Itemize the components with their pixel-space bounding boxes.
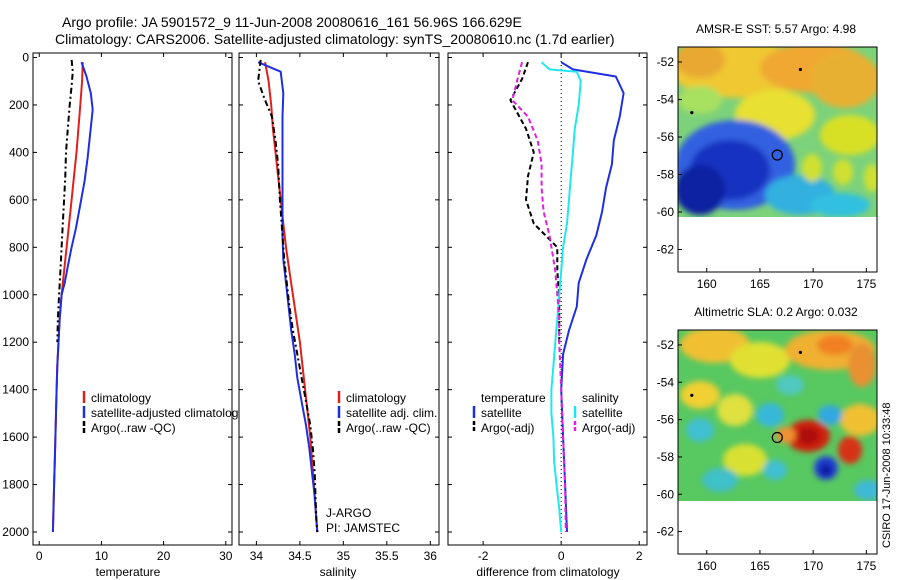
legend-label-sal-satellite: satellite: [582, 406, 623, 420]
temperature-plot-frame: [32, 52, 233, 546]
y-tick-label: -58: [657, 450, 675, 464]
argo-location-marker: [771, 431, 783, 444]
legend-group-temperature: temperature: [481, 391, 546, 405]
difference-legend: temperature satellite Argo(-adj) salinit…: [472, 391, 635, 435]
y-tick-label: -52: [657, 338, 675, 352]
x-tick-label: 160: [697, 559, 717, 573]
sla-map-land-gap: [678, 501, 877, 554]
legend-label-climatology: climatology: [346, 391, 406, 405]
x-tick-label: 170: [803, 277, 823, 291]
legend-group-salinity: salinity: [582, 391, 619, 405]
salinity-panel: 34 34.5 35 35.5 36 salinity climatology sate…: [238, 52, 440, 579]
x-tick-label: 165: [750, 277, 770, 291]
series-line-temperature-argo-adj: [509, 61, 561, 343]
y-tick-label: -54: [657, 93, 675, 107]
y-tick-label: -54: [657, 375, 675, 389]
x-tick-label: 170: [803, 559, 823, 573]
y-tick-label: -52: [657, 55, 675, 69]
difference-plot-frame: [447, 52, 648, 546]
legend-label-sal-argo: Argo(-adj): [582, 421, 635, 435]
y-tick-label: 0: [22, 51, 29, 65]
legend-label-satellite: satellite-adjusted climatology: [91, 406, 244, 420]
salinity-xlabel: salinity: [320, 565, 357, 579]
y-tick-label: -60: [657, 487, 675, 501]
y-tick-label: 1400: [2, 383, 29, 397]
legend-label-argo: Argo(..raw -QC): [91, 421, 176, 435]
x-tick-label: 35.5: [375, 549, 399, 563]
x-tick-label: 175: [856, 277, 876, 291]
y-tick-label: 2000: [2, 525, 29, 539]
x-tick-label: -2: [478, 549, 489, 563]
series-line-salinity-argo-adj: [511, 61, 567, 533]
nearby-profile-dot: [690, 393, 694, 397]
legend-label-temp-argo: Argo(-adj): [481, 421, 534, 435]
x-tick-label: 34: [250, 549, 264, 563]
x-tick-label: 160: [697, 277, 717, 291]
series-line-argo-raw-qc: [257, 59, 319, 533]
nearby-profile-dot: [690, 111, 694, 115]
footer-stamp: CSIRO 17-Jun-2008 10:33:48: [881, 402, 893, 548]
salinity-legend: climatology satellite adj. clim. Argo(..…: [337, 391, 437, 435]
series-line-salinity-satellite: [540, 61, 582, 533]
x-tick-label: 165: [750, 559, 770, 573]
legend-label-satellite: satellite adj. clim.: [346, 406, 437, 420]
y-tick-label: 1200: [2, 335, 29, 349]
y-tick-label: 400: [9, 145, 29, 159]
x-tick-label: 0: [36, 549, 43, 563]
annotation-pi: PI: JAMSTEC: [326, 521, 400, 535]
sst-map-panel: AMSR-E SST: 5.57 Argo: 4.98: [657, 22, 878, 291]
y-tick-label: 1000: [2, 288, 29, 302]
x-tick-label: 10: [95, 549, 109, 563]
temperature-panel: 0 10 20 30 0 200 400 600 800 1000 1200 1400 1600 1800…: [2, 51, 244, 580]
sst-map-title: AMSR-E SST: 5.57 Argo: 4.98: [696, 22, 856, 36]
y-tick-label: -56: [657, 413, 675, 427]
y-tick-label: 600: [9, 193, 29, 207]
y-tick-label: -56: [657, 130, 675, 144]
sla-map-image: [678, 330, 877, 501]
y-tick-label: 800: [9, 240, 29, 254]
figure-title-line1: Argo profile: JA 5901572_9 11-Jun-2008 2…: [62, 14, 522, 30]
x-tick-label: 20: [157, 549, 171, 563]
series-line-climatology: [264, 62, 319, 533]
annotation-program: J-ARGO: [326, 506, 371, 520]
y-tick-label: -62: [657, 525, 675, 539]
sla-map-title: Altimetric SLA: 0.2 Argo: 0.032: [694, 305, 858, 319]
sla-map-panel: Altimetric SLA: 0.2 Argo: 0.032: [657, 305, 878, 573]
salinity-plot-frame: [238, 52, 440, 546]
legend-label-temp-satellite: satellite: [481, 406, 522, 420]
sla-map-frame: [677, 329, 878, 555]
difference-xlabel: difference from climatology: [476, 565, 619, 579]
difference-panel: -2 0 2 difference from climatology tempera…: [447, 52, 648, 579]
x-tick-label: 35: [337, 549, 351, 563]
series-line-satellite-adjusted-climatology: [51, 61, 94, 533]
temperature-legend: climatology satellite-adjusted climatolo…: [82, 391, 244, 435]
nearby-profile-dot: [798, 350, 802, 354]
series-line-argo-raw-qc: [56, 59, 74, 343]
x-tick-label: 0: [558, 549, 565, 563]
legend-label-argo: Argo(..raw -QC): [346, 421, 431, 435]
y-tick-label: -60: [657, 205, 675, 219]
argo-location-marker: [771, 149, 783, 161]
sst-map-frame: [677, 46, 878, 273]
y-tick-label: 200: [9, 98, 29, 112]
y-tick-label: 1600: [2, 430, 29, 444]
nearby-profile-dot: [798, 67, 802, 72]
legend-label-climatology: climatology: [91, 391, 151, 405]
figure-title-line2: Climatology: CARS2006. Satellite-adjuste…: [55, 31, 615, 47]
temperature-xlabel: temperature: [96, 565, 161, 579]
y-tick-label: 1800: [2, 478, 29, 492]
x-tick-label: 2: [636, 549, 643, 563]
x-tick-label: 36: [424, 549, 438, 563]
x-tick-label: 30: [219, 549, 233, 563]
sst-map-image: [678, 47, 877, 217]
y-tick-label: -58: [657, 168, 675, 182]
sst-map-land-gap: [678, 217, 877, 272]
x-tick-label: 175: [856, 559, 876, 573]
y-tick-label: -62: [657, 243, 675, 257]
x-tick-label: 34.5: [288, 549, 312, 563]
